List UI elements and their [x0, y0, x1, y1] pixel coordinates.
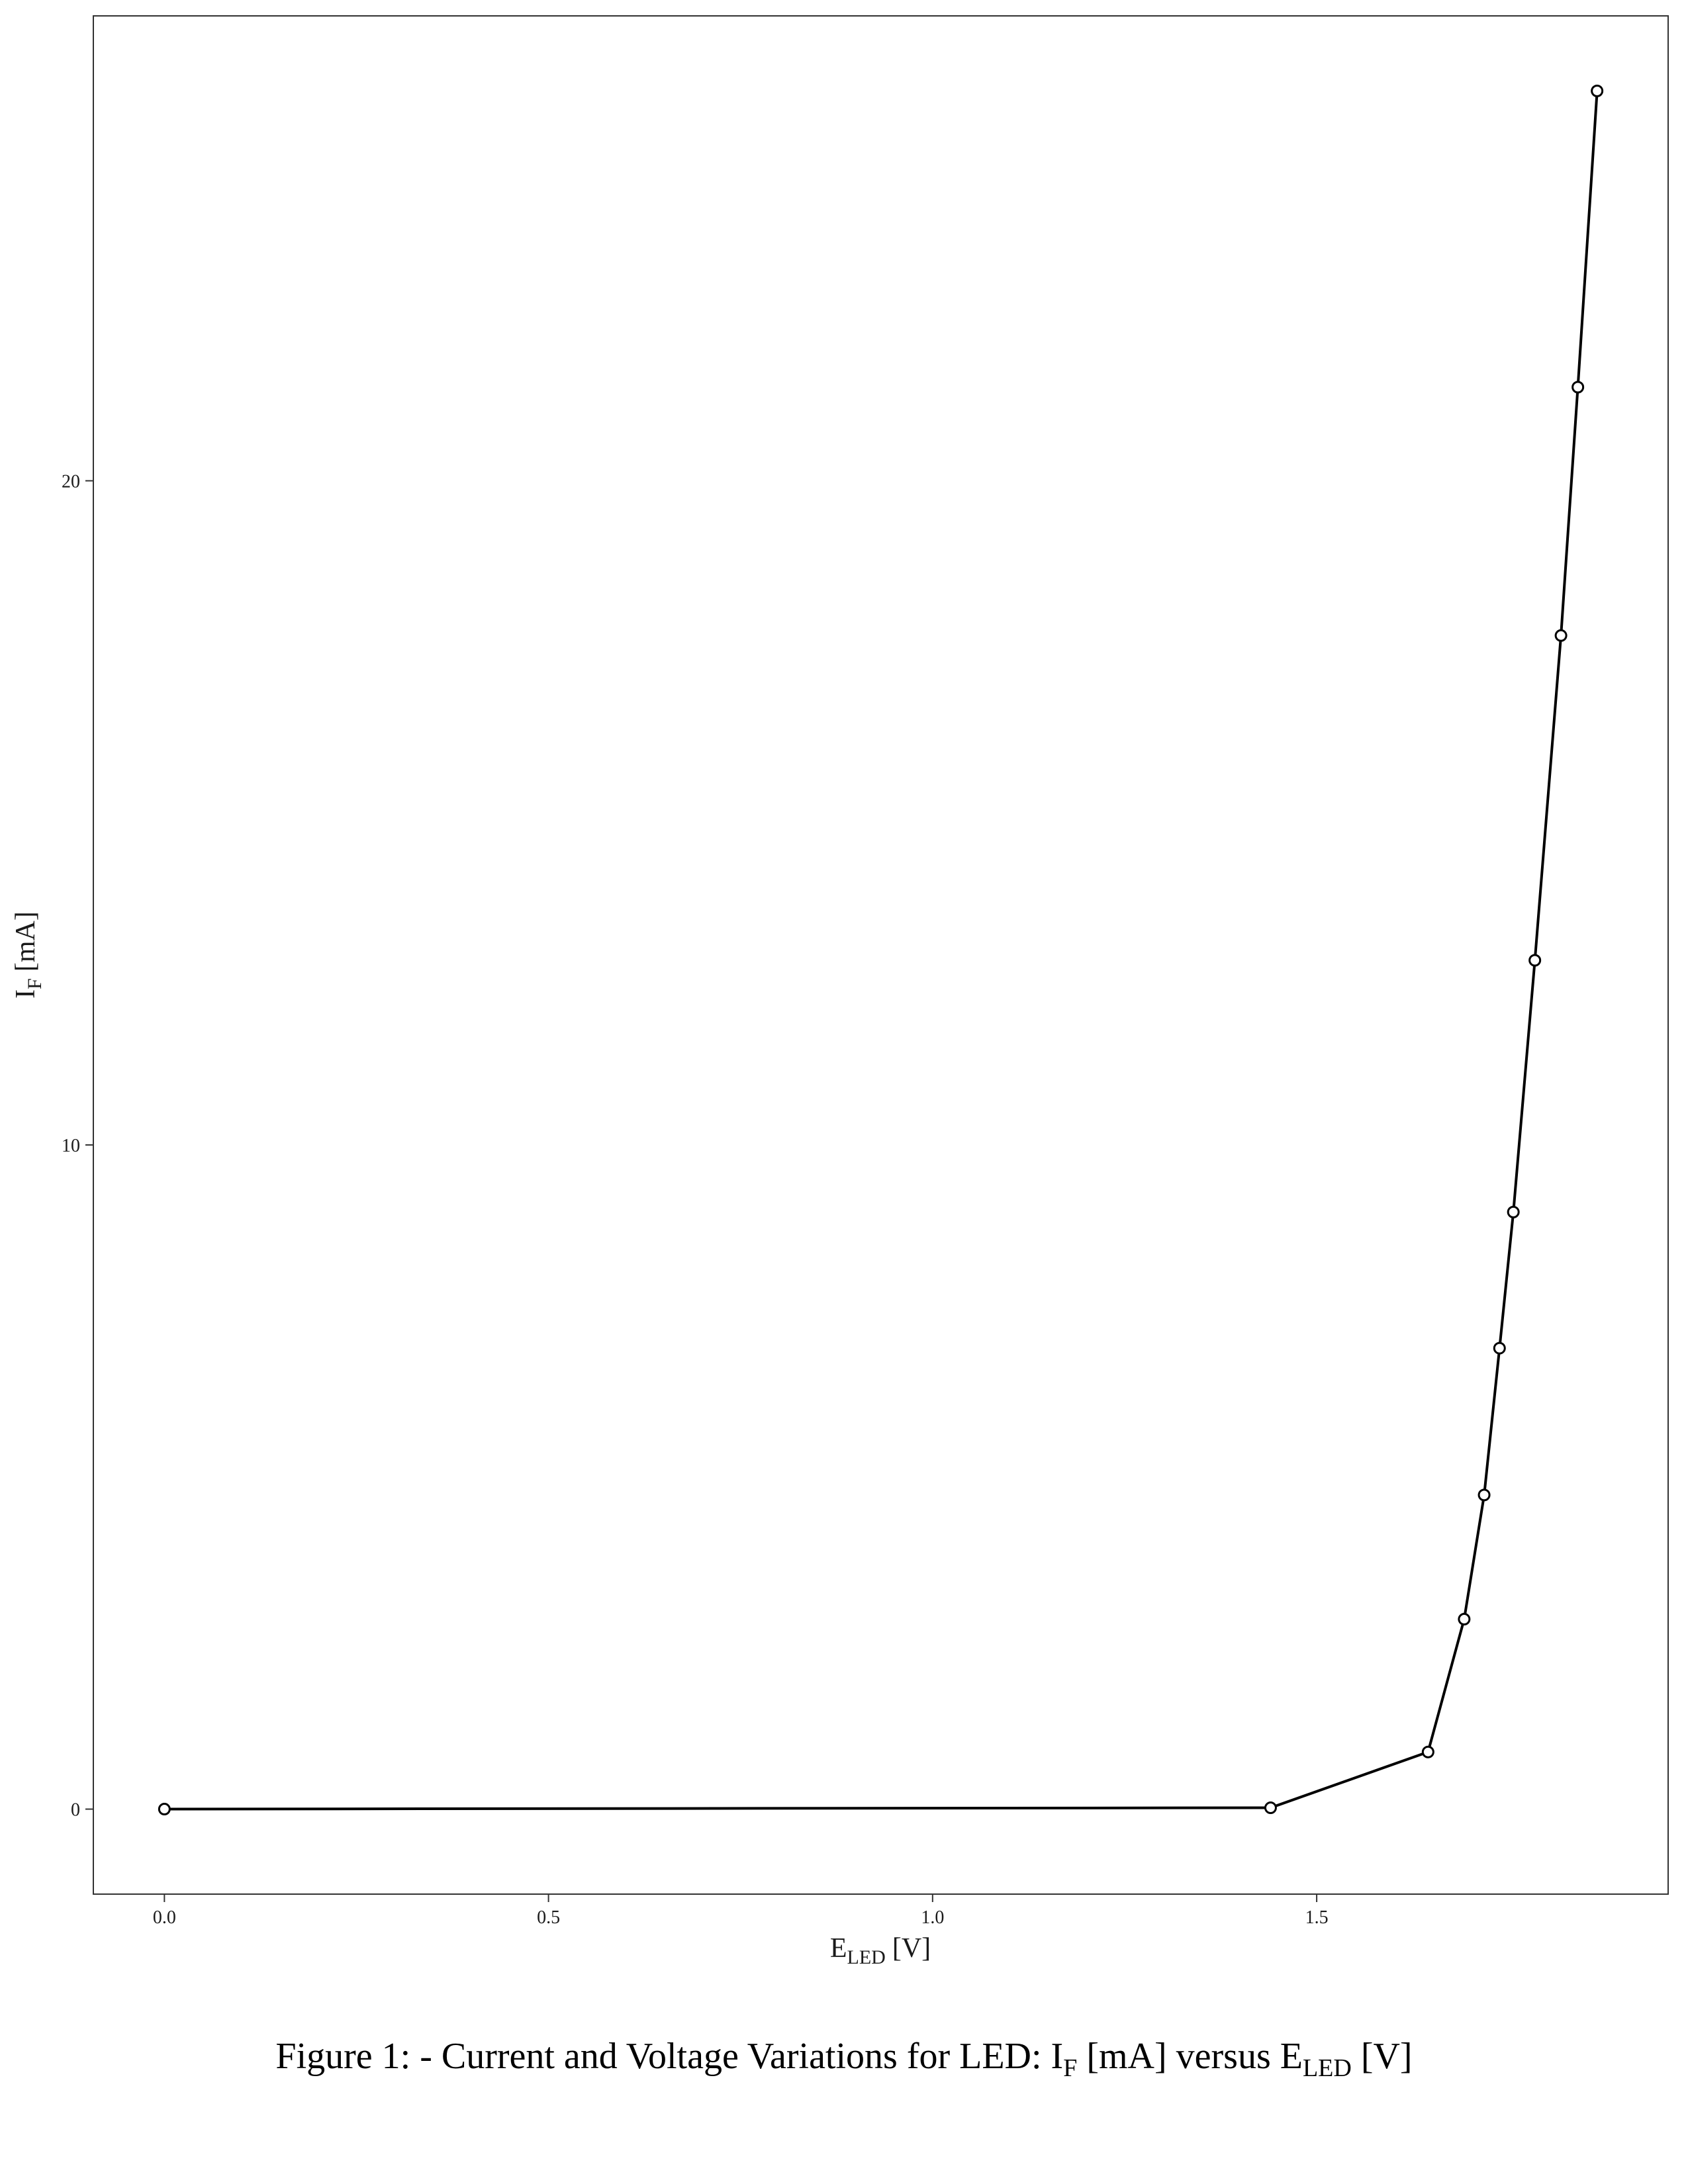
- x-tick-label: 1.0: [921, 1907, 944, 1928]
- y-tick-label: 10: [62, 1136, 80, 1156]
- data-point: [158, 1803, 171, 1816]
- series-line: [164, 91, 1599, 1811]
- x-tick-label: 0.5: [537, 1907, 560, 1928]
- x-axis: 0.0 0.5 1.0 1.5: [153, 1894, 1329, 1928]
- data-point: [1507, 1205, 1520, 1218]
- data-point: [1421, 1745, 1434, 1758]
- y-axis-title: IF[mA]: [11, 911, 46, 999]
- data-point: [1554, 629, 1568, 642]
- data-point: [1477, 1488, 1491, 1502]
- y-tick-label: 20: [62, 471, 80, 492]
- series-points: [158, 84, 1604, 1816]
- x-tick-label: 0.0: [153, 1907, 176, 1928]
- data-point: [1264, 1801, 1277, 1815]
- chart: 0.0 0.5 1.0 1.5 0 10 20 ELED [V] IF[mA]: [11, 15, 1669, 1968]
- data-point: [1571, 381, 1585, 394]
- plot-panel-border: [93, 15, 1669, 1895]
- figure-caption: Figure 1: - Current and Voltage Variatio…: [275, 2036, 1413, 2083]
- data-point: [1493, 1342, 1506, 1355]
- x-axis-title: ELED [V]: [830, 1933, 931, 1968]
- x-tick-label: 1.5: [1305, 1907, 1329, 1928]
- y-axis: 0 10 20: [62, 471, 93, 1821]
- y-tick-label: 0: [71, 1800, 80, 1821]
- data-point: [1591, 84, 1604, 97]
- data-point: [1458, 1613, 1471, 1626]
- data-point: [1528, 954, 1542, 967]
